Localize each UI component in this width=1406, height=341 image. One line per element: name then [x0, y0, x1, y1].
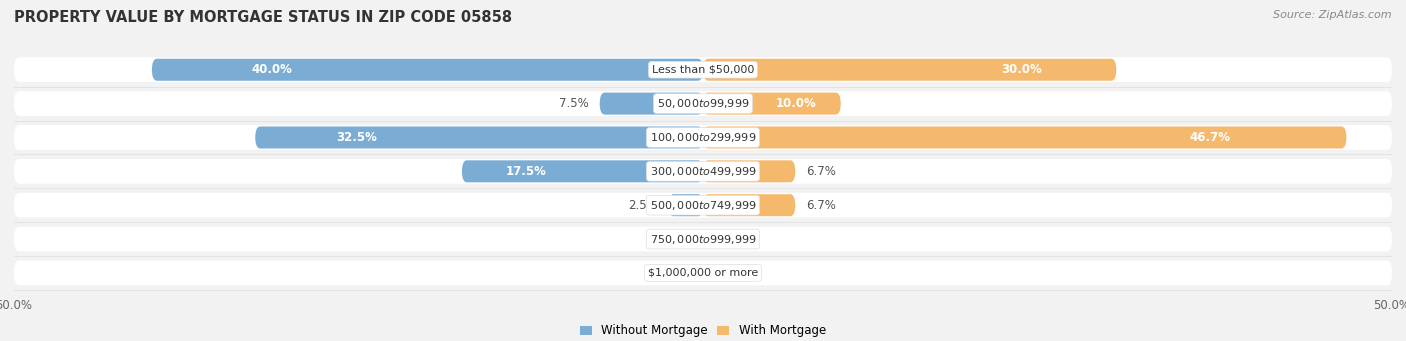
FancyBboxPatch shape: [14, 193, 1392, 218]
Text: PROPERTY VALUE BY MORTGAGE STATUS IN ZIP CODE 05858: PROPERTY VALUE BY MORTGAGE STATUS IN ZIP…: [14, 10, 512, 25]
Text: 0.0%: 0.0%: [720, 266, 749, 279]
FancyBboxPatch shape: [703, 160, 796, 182]
Text: $100,000 to $299,999: $100,000 to $299,999: [650, 131, 756, 144]
Text: 0.0%: 0.0%: [657, 233, 686, 246]
Text: 46.7%: 46.7%: [1189, 131, 1230, 144]
Text: 7.5%: 7.5%: [560, 97, 589, 110]
FancyBboxPatch shape: [14, 261, 1392, 285]
FancyBboxPatch shape: [14, 227, 1392, 251]
FancyBboxPatch shape: [14, 57, 1392, 82]
Text: 0.0%: 0.0%: [720, 233, 749, 246]
Text: $50,000 to $99,999: $50,000 to $99,999: [657, 97, 749, 110]
Text: 32.5%: 32.5%: [336, 131, 377, 144]
Text: 30.0%: 30.0%: [1001, 63, 1042, 76]
Text: $1,000,000 or more: $1,000,000 or more: [648, 268, 758, 278]
FancyBboxPatch shape: [703, 127, 1347, 148]
Text: 17.5%: 17.5%: [505, 165, 546, 178]
Text: 10.0%: 10.0%: [775, 97, 815, 110]
Text: 6.7%: 6.7%: [807, 199, 837, 212]
FancyBboxPatch shape: [152, 59, 703, 81]
Text: Less than $50,000: Less than $50,000: [652, 65, 754, 75]
FancyBboxPatch shape: [703, 59, 1116, 81]
Text: 6.7%: 6.7%: [807, 165, 837, 178]
FancyBboxPatch shape: [14, 91, 1392, 116]
Text: $500,000 to $749,999: $500,000 to $749,999: [650, 199, 756, 212]
Text: 2.5%: 2.5%: [628, 199, 658, 212]
Text: 40.0%: 40.0%: [252, 63, 292, 76]
Text: $750,000 to $999,999: $750,000 to $999,999: [650, 233, 756, 246]
FancyBboxPatch shape: [461, 160, 703, 182]
FancyBboxPatch shape: [254, 127, 703, 148]
FancyBboxPatch shape: [14, 159, 1392, 184]
FancyBboxPatch shape: [14, 125, 1392, 150]
Text: $300,000 to $499,999: $300,000 to $499,999: [650, 165, 756, 178]
Legend: Without Mortgage, With Mortgage: Without Mortgage, With Mortgage: [575, 320, 831, 341]
Text: 0.0%: 0.0%: [657, 266, 686, 279]
FancyBboxPatch shape: [703, 194, 796, 216]
FancyBboxPatch shape: [669, 194, 703, 216]
Text: Source: ZipAtlas.com: Source: ZipAtlas.com: [1274, 10, 1392, 20]
FancyBboxPatch shape: [599, 93, 703, 115]
FancyBboxPatch shape: [703, 93, 841, 115]
